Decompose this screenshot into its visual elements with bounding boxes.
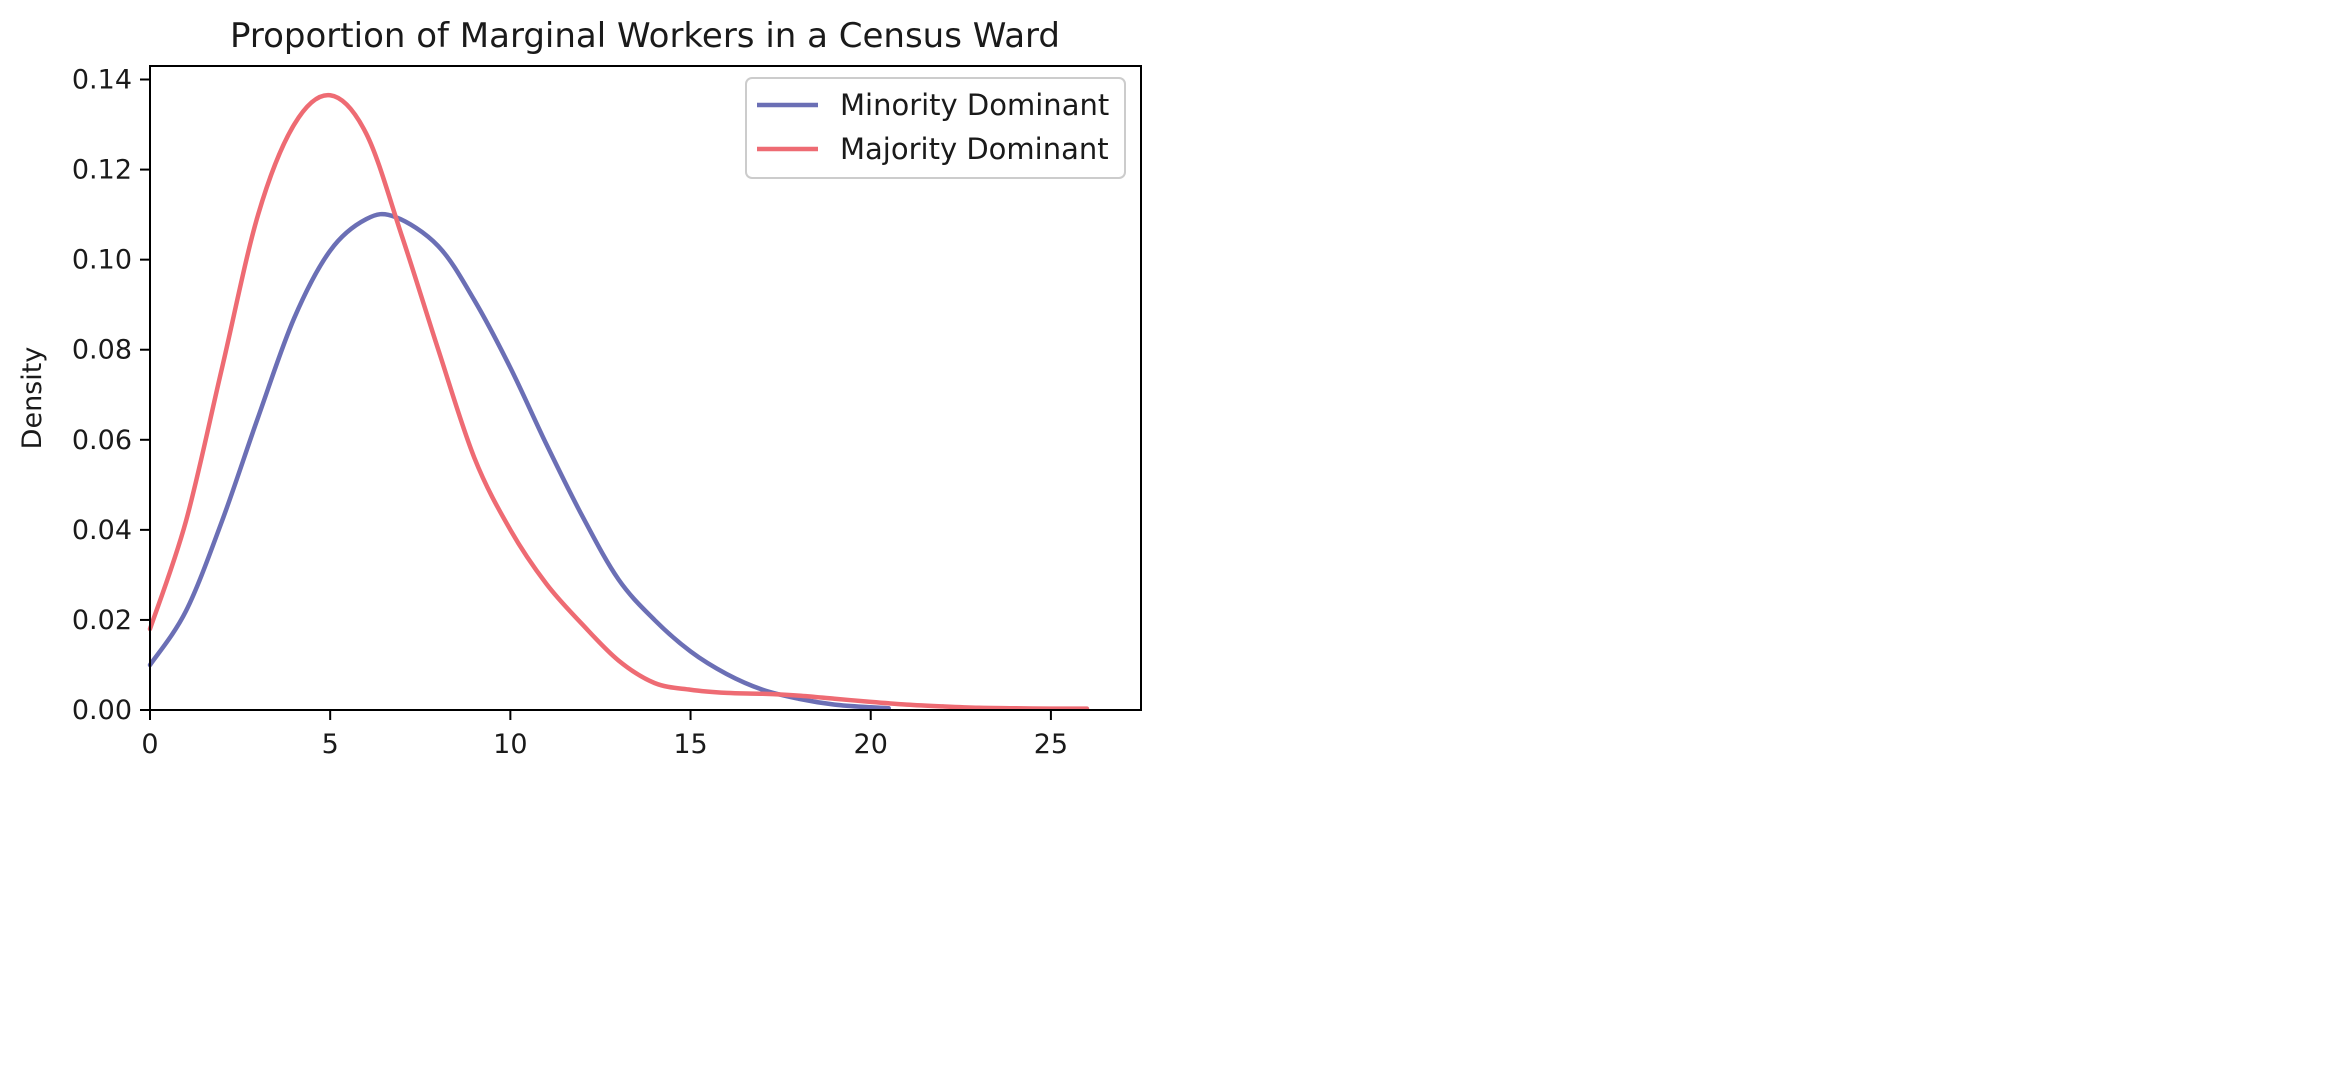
y-tick-label: 0.02 <box>72 605 132 636</box>
chart-figure: Proportion of Marginal Workers in a Cens… <box>17 16 1142 760</box>
plot-frame <box>149 65 1142 711</box>
y-axis-label: Density <box>17 347 48 450</box>
y-tick-label: 0.14 <box>72 65 132 96</box>
y-axis-ticks: 0.00 0.02 0.04 0.06 0.08 0.10 0.12 0.14 <box>72 65 150 726</box>
y-tick-label: 0.04 <box>72 515 132 546</box>
x-axis-ticks: 0 5 10 15 20 25 <box>141 710 1068 760</box>
chart-title: Proportion of Marginal Workers in a Cens… <box>230 16 1060 56</box>
series-line-majority <box>147 93 1090 711</box>
y-tick-label: 0.00 <box>72 695 132 726</box>
y-tick-label: 0.06 <box>72 425 132 456</box>
x-tick-label: 10 <box>493 729 527 760</box>
x-tick-label: 20 <box>854 729 888 760</box>
plot-lines <box>147 93 1090 711</box>
x-tick-label: 15 <box>673 729 707 760</box>
legend-label-minority: Minority Dominant <box>840 88 1109 122</box>
series-line-minority <box>147 211 891 711</box>
legend-box <box>745 77 1126 179</box>
y-tick-label: 0.12 <box>72 155 132 186</box>
y-tick-label: 0.08 <box>72 335 132 366</box>
x-tick-label: 25 <box>1034 729 1068 760</box>
legend-label-majority: Majority Dominant <box>840 132 1109 166</box>
y-tick-label: 0.10 <box>72 245 132 276</box>
x-tick-label: 5 <box>322 729 339 760</box>
x-tick-label: 0 <box>141 729 158 760</box>
legend: Minority Dominant Majority Dominant <box>745 77 1126 179</box>
